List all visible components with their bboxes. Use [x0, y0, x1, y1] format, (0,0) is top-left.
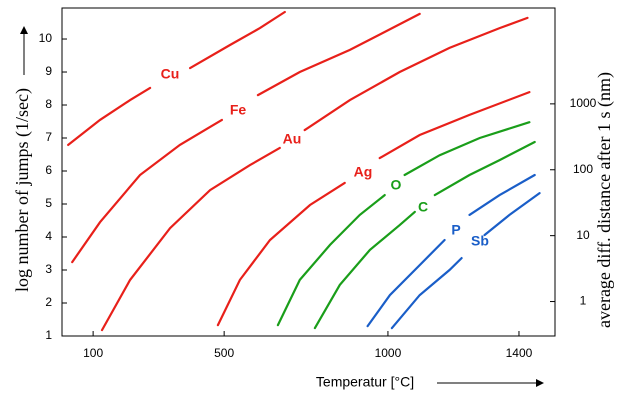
y-tick-label: 9 [45, 64, 52, 78]
x-tick-label: 500 [214, 346, 234, 360]
y-tick-label: 10 [39, 31, 53, 45]
curve-label: Au [283, 131, 302, 147]
x-axis-title: Temperatur [°C] [316, 374, 414, 390]
y-tick-label: 1 [45, 328, 52, 342]
y2-tick-label: 1000 [570, 96, 597, 110]
y-tick-label: 5 [45, 196, 52, 210]
x-tick-label: 100 [83, 346, 103, 360]
curve-label: Cu [161, 66, 180, 82]
y2-tick-label: 1 [580, 294, 587, 308]
y-tick-label: 8 [45, 97, 52, 111]
y-axis-arrowhead [20, 26, 28, 34]
curve-label: C [418, 199, 428, 215]
y2-tick-label: 10 [576, 228, 590, 242]
x-tick-label: 1400 [506, 346, 533, 360]
y-tick-label: 4 [45, 229, 52, 243]
curve-label: P [451, 222, 460, 238]
y-tick-label: 2 [45, 295, 52, 309]
y2-tick-label: 100 [573, 162, 593, 176]
y2-axis-title: average diff. distance after 1 s (nm) [594, 72, 615, 328]
plot-frame [61, 7, 556, 337]
curve [313, 140, 536, 330]
curve [390, 192, 541, 330]
curve [276, 121, 531, 327]
curve-label: Fe [230, 102, 247, 118]
curve [67, 10, 286, 146]
x-tick-label: 1000 [375, 346, 402, 360]
y-tick-label: 3 [45, 262, 52, 276]
curve-label: Sb [471, 233, 489, 249]
curve [366, 173, 536, 328]
curve-label: Ag [354, 164, 373, 180]
y-tick-label: 6 [45, 163, 52, 177]
curve [216, 91, 531, 327]
curve [100, 16, 529, 332]
x-axis-arrowhead [536, 379, 544, 387]
y-tick-label: 7 [45, 130, 52, 144]
curve [71, 12, 421, 264]
curve-label: O [391, 177, 402, 193]
y-axis-title: log number of jumps (1/sec) [12, 88, 33, 292]
